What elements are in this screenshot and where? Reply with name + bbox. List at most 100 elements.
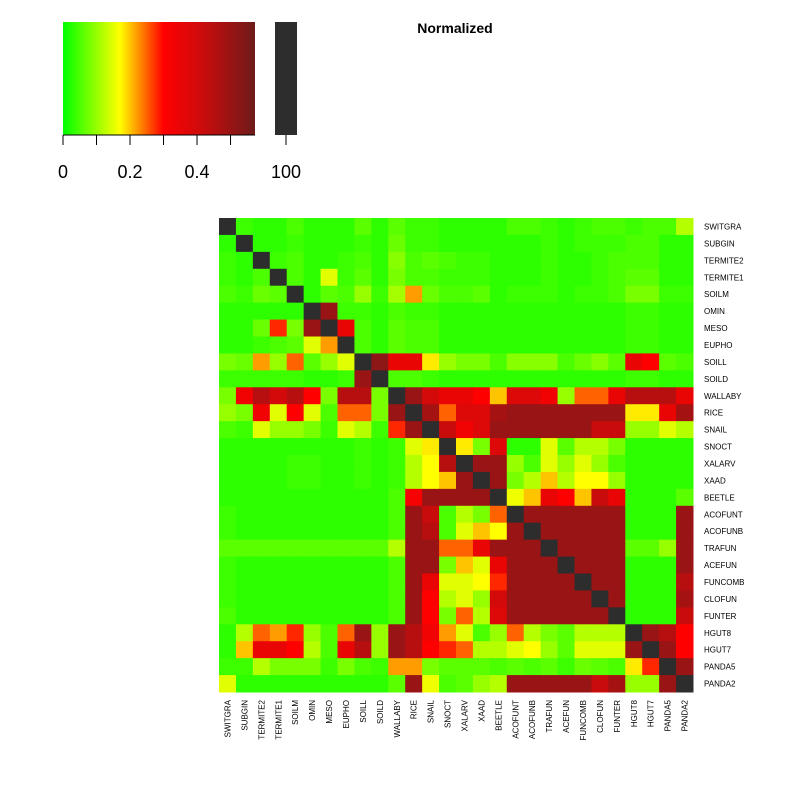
heatmap-cell <box>405 421 423 439</box>
heatmap-cell <box>676 404 694 422</box>
heatmap-cell <box>354 268 372 287</box>
heatmap-cell <box>405 505 423 524</box>
heatmap-cell <box>591 285 609 304</box>
heatmap-cell <box>405 624 423 642</box>
heatmap-cell <box>574 590 592 608</box>
heatmap-cell <box>591 438 609 456</box>
heatmap-cell <box>219 539 237 558</box>
heatmap-cell <box>252 675 271 693</box>
heatmap-cell <box>574 421 592 439</box>
heatmap-cell <box>659 505 677 524</box>
heatmap-cell <box>591 488 609 507</box>
heatmap-cell <box>354 556 372 574</box>
heatmap-cell <box>472 438 491 456</box>
heatmap-cell <box>574 319 592 337</box>
heatmap-cell <box>371 353 389 371</box>
heatmap-cell <box>439 234 457 253</box>
heatmap-cell <box>439 488 457 507</box>
heatmap-cell <box>371 641 389 659</box>
heatmap-cell <box>456 573 474 591</box>
heatmap-cell <box>540 251 559 270</box>
heatmap-cell <box>371 590 389 608</box>
heatmap-cell <box>456 404 474 422</box>
heatmap-cell <box>625 353 643 371</box>
heatmap-cell <box>489 539 508 558</box>
heatmap-cell <box>219 505 237 524</box>
heatmap-cell <box>540 438 559 456</box>
heatmap-cell <box>642 370 660 388</box>
heatmap-cell <box>354 319 372 337</box>
heatmap-cell <box>320 590 338 608</box>
heatmap-cell <box>252 539 271 558</box>
row-label: OMIN <box>704 307 725 316</box>
heatmap-cell <box>608 455 626 473</box>
heatmap-cell <box>371 404 389 422</box>
heatmap-cell <box>269 370 288 388</box>
heatmap-cell <box>371 488 389 507</box>
heatmap-cell <box>405 607 423 625</box>
heatmap-cell <box>625 455 643 473</box>
heatmap-cell <box>269 488 288 507</box>
heatmap-cell <box>303 404 322 422</box>
heatmap-cell <box>405 370 423 388</box>
heatmap-cell <box>489 251 508 270</box>
heatmap-cell <box>540 404 559 422</box>
heatmap-cell <box>337 573 355 591</box>
heatmap-cell <box>523 471 542 490</box>
heatmap-cell <box>506 285 525 304</box>
heatmap-cell <box>659 302 677 321</box>
heatmap-cell <box>286 607 305 625</box>
heatmap-cell <box>303 539 322 558</box>
heatmap-cell <box>456 336 474 354</box>
heatmap-cell <box>540 471 559 490</box>
heatmap-cell <box>371 607 389 625</box>
heatmap-cell <box>405 539 423 558</box>
heatmap-cell <box>557 234 575 253</box>
heatmap-cell <box>489 268 508 287</box>
heatmap-cell <box>489 641 508 659</box>
heatmap-cell <box>439 607 457 625</box>
heatmap-cell <box>371 251 389 270</box>
heatmap-cell <box>422 641 440 659</box>
heatmap-cell <box>659 658 677 676</box>
heatmap-cell <box>489 285 508 304</box>
heatmap-cell <box>371 218 389 236</box>
row-label: FUNTER <box>704 612 737 621</box>
heatmap-cell <box>506 675 525 693</box>
heatmap-cell <box>219 455 237 473</box>
heatmap-cell <box>286 455 305 473</box>
heatmap-cell <box>591 421 609 439</box>
heatmap-cell <box>388 421 406 439</box>
heatmap-cell <box>659 556 677 574</box>
heatmap-cell <box>574 404 592 422</box>
heatmap-cell <box>472 488 491 507</box>
heatmap-cell <box>252 590 271 608</box>
row-label: RICE <box>704 409 723 418</box>
heatmap-cell <box>591 251 609 270</box>
heatmap-cell <box>405 641 423 659</box>
heatmap-cell <box>676 641 694 659</box>
heatmap-cell <box>642 336 660 354</box>
heatmap-cell <box>405 387 423 405</box>
heatmap-cell <box>219 438 237 456</box>
heatmap-cell <box>337 539 355 558</box>
heatmap-cell <box>506 471 525 490</box>
heatmap-cell <box>354 218 372 236</box>
heatmap-cell <box>422 370 440 388</box>
heatmap-cell <box>608 624 626 642</box>
heatmap-cell <box>286 268 305 287</box>
col-label: XALARV <box>460 699 469 731</box>
heatmap-cell <box>337 319 355 337</box>
heatmap-cell <box>540 590 559 608</box>
heatmap-cell <box>303 387 322 405</box>
heatmap-cell <box>286 336 305 354</box>
heatmap-cell <box>642 319 660 337</box>
heatmap-cell <box>269 251 288 270</box>
row-label: XALARV <box>704 459 736 468</box>
heatmap-cell <box>320 234 338 253</box>
heatmap-cell <box>472 675 491 693</box>
heatmap-cell <box>388 319 406 337</box>
heatmap-cell <box>540 455 559 473</box>
heatmap-cell <box>252 319 271 337</box>
heatmap-cell <box>439 438 457 456</box>
